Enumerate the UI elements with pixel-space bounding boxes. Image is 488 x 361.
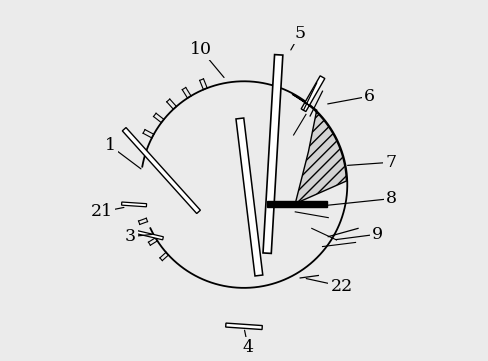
Polygon shape (122, 127, 201, 213)
Text: 8: 8 (386, 190, 397, 207)
Polygon shape (225, 323, 263, 330)
Text: 9: 9 (372, 226, 384, 243)
Text: 6: 6 (364, 88, 375, 105)
Polygon shape (301, 76, 325, 112)
Text: 5: 5 (295, 25, 306, 42)
Bar (267, 201, 326, 207)
Text: 10: 10 (190, 42, 212, 58)
Polygon shape (135, 230, 163, 240)
Text: 7: 7 (386, 154, 397, 171)
Polygon shape (122, 202, 146, 207)
Text: 3: 3 (124, 228, 136, 245)
Polygon shape (263, 55, 283, 253)
Polygon shape (292, 94, 346, 204)
Polygon shape (236, 118, 263, 276)
Text: 22: 22 (330, 278, 353, 295)
Text: 4: 4 (243, 339, 254, 356)
Text: 21: 21 (91, 203, 113, 220)
Text: 1: 1 (104, 137, 116, 154)
